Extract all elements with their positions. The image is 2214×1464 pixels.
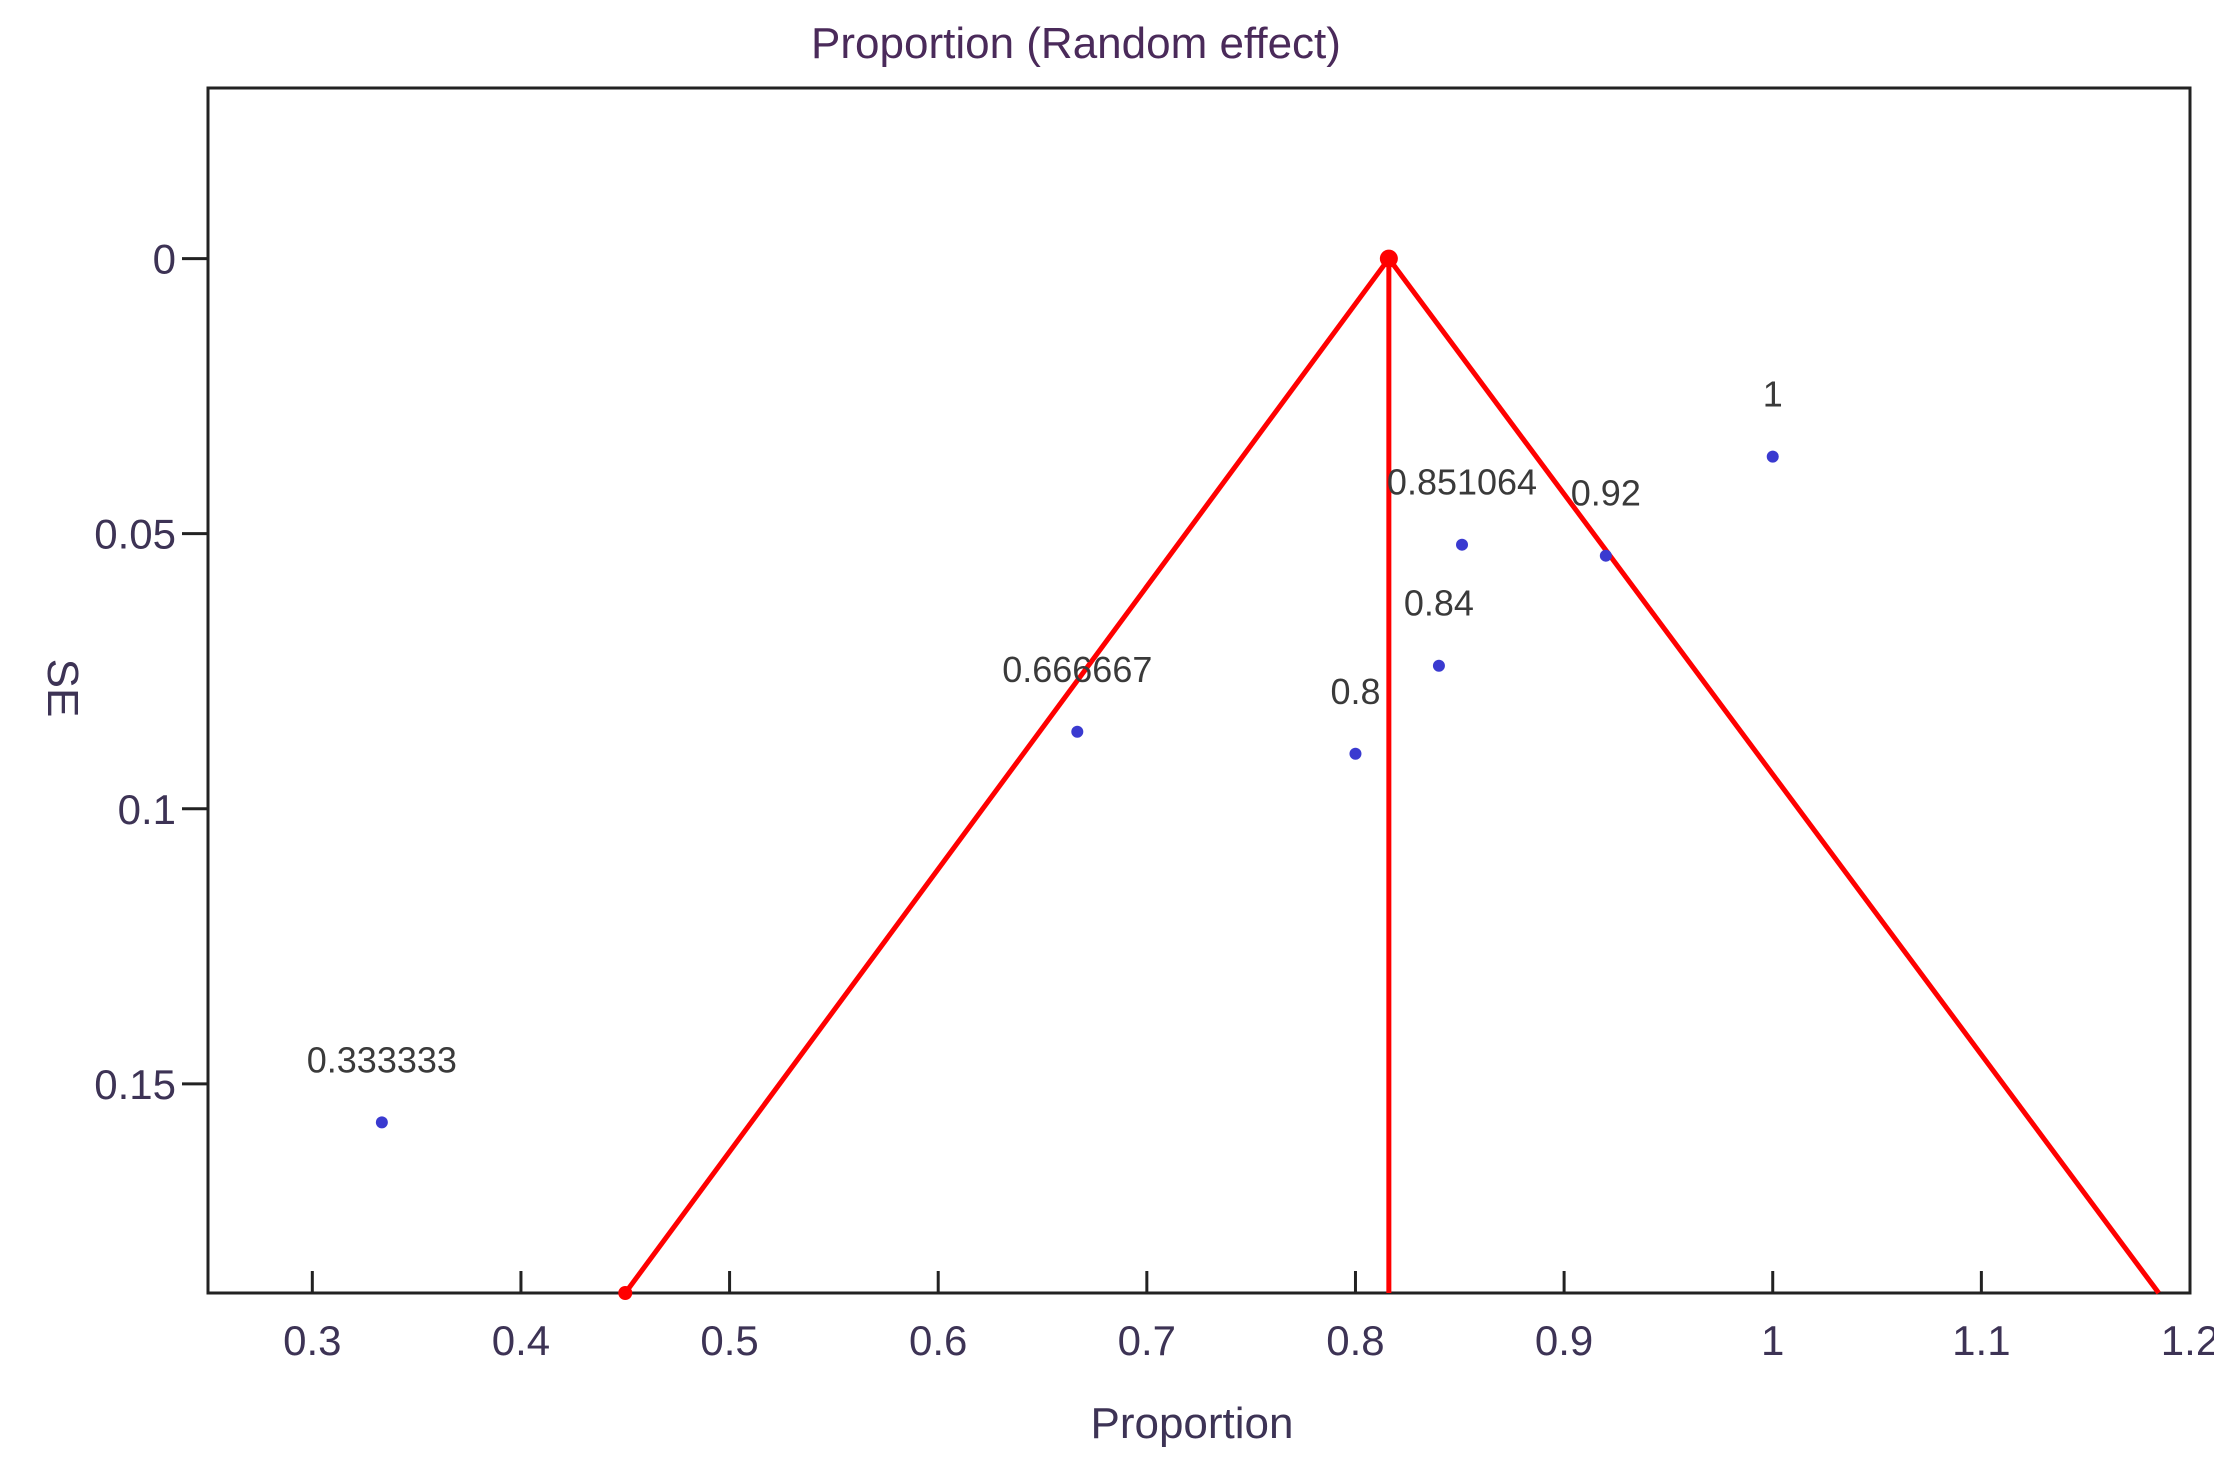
x-tick-label: 1	[1761, 1317, 1784, 1364]
y-axis-label: SE	[38, 659, 87, 718]
x-tick-label: 0.9	[1535, 1317, 1593, 1364]
data-point-label: 0.666667	[1002, 649, 1152, 690]
y-tick-label: 0	[153, 236, 176, 283]
y-tick-label: 0.1	[118, 786, 176, 833]
y-tick-label: 0.05	[94, 511, 176, 558]
data-point	[1071, 725, 1084, 738]
funnel-left-line	[623, 257, 1391, 1295]
funnel-lines	[618, 249, 2161, 1300]
x-tick-label: 0.4	[492, 1317, 550, 1364]
data-point-label: 0.92	[1571, 473, 1641, 514]
chart-title: Proportion (Random effect)	[811, 19, 1341, 68]
data-point	[1456, 538, 1469, 551]
pooled-estimate-marker	[1379, 249, 1398, 268]
data-point-label: 0.851064	[1387, 462, 1537, 503]
data-point-label: 0.84	[1404, 583, 1474, 624]
x-axis-label: Proportion	[1090, 1399, 1293, 1448]
funnel-left-bottom-marker	[618, 1286, 633, 1300]
data-points: 0.333333 0.666667 0.8 0.84 0.851064 0.92 1	[307, 374, 1783, 1129]
data-point-label: 0.333333	[307, 1039, 457, 1080]
data-point	[375, 1116, 388, 1129]
x-tick-label: 0.5	[700, 1317, 758, 1364]
x-tick-label: 1.2	[2161, 1317, 2214, 1364]
x-tick-label: 0.7	[1118, 1317, 1176, 1364]
plot-frame	[206, 86, 2192, 1295]
data-point	[1766, 450, 1779, 463]
data-point-label: 0.8	[1330, 671, 1380, 712]
data-point-label: 1	[1763, 374, 1783, 415]
x-axis: 0.3 0.4 0.5 0.6 0.7 0.8 0.9 1 1.1 1.2	[283, 1271, 2214, 1364]
y-tick-label: 0.15	[94, 1061, 176, 1108]
data-point	[1599, 549, 1612, 562]
y-axis: 0 0.05 0.1 0.15	[94, 236, 208, 1108]
funnel-right-line	[1386, 257, 2161, 1295]
x-tick-label: 0.6	[909, 1317, 967, 1364]
x-tick-label: 0.8	[1326, 1317, 1384, 1364]
x-tick-label: 0.3	[283, 1317, 341, 1364]
data-point	[1432, 659, 1445, 672]
x-tick-label: 1.1	[1952, 1317, 2010, 1364]
data-point	[1349, 747, 1362, 760]
